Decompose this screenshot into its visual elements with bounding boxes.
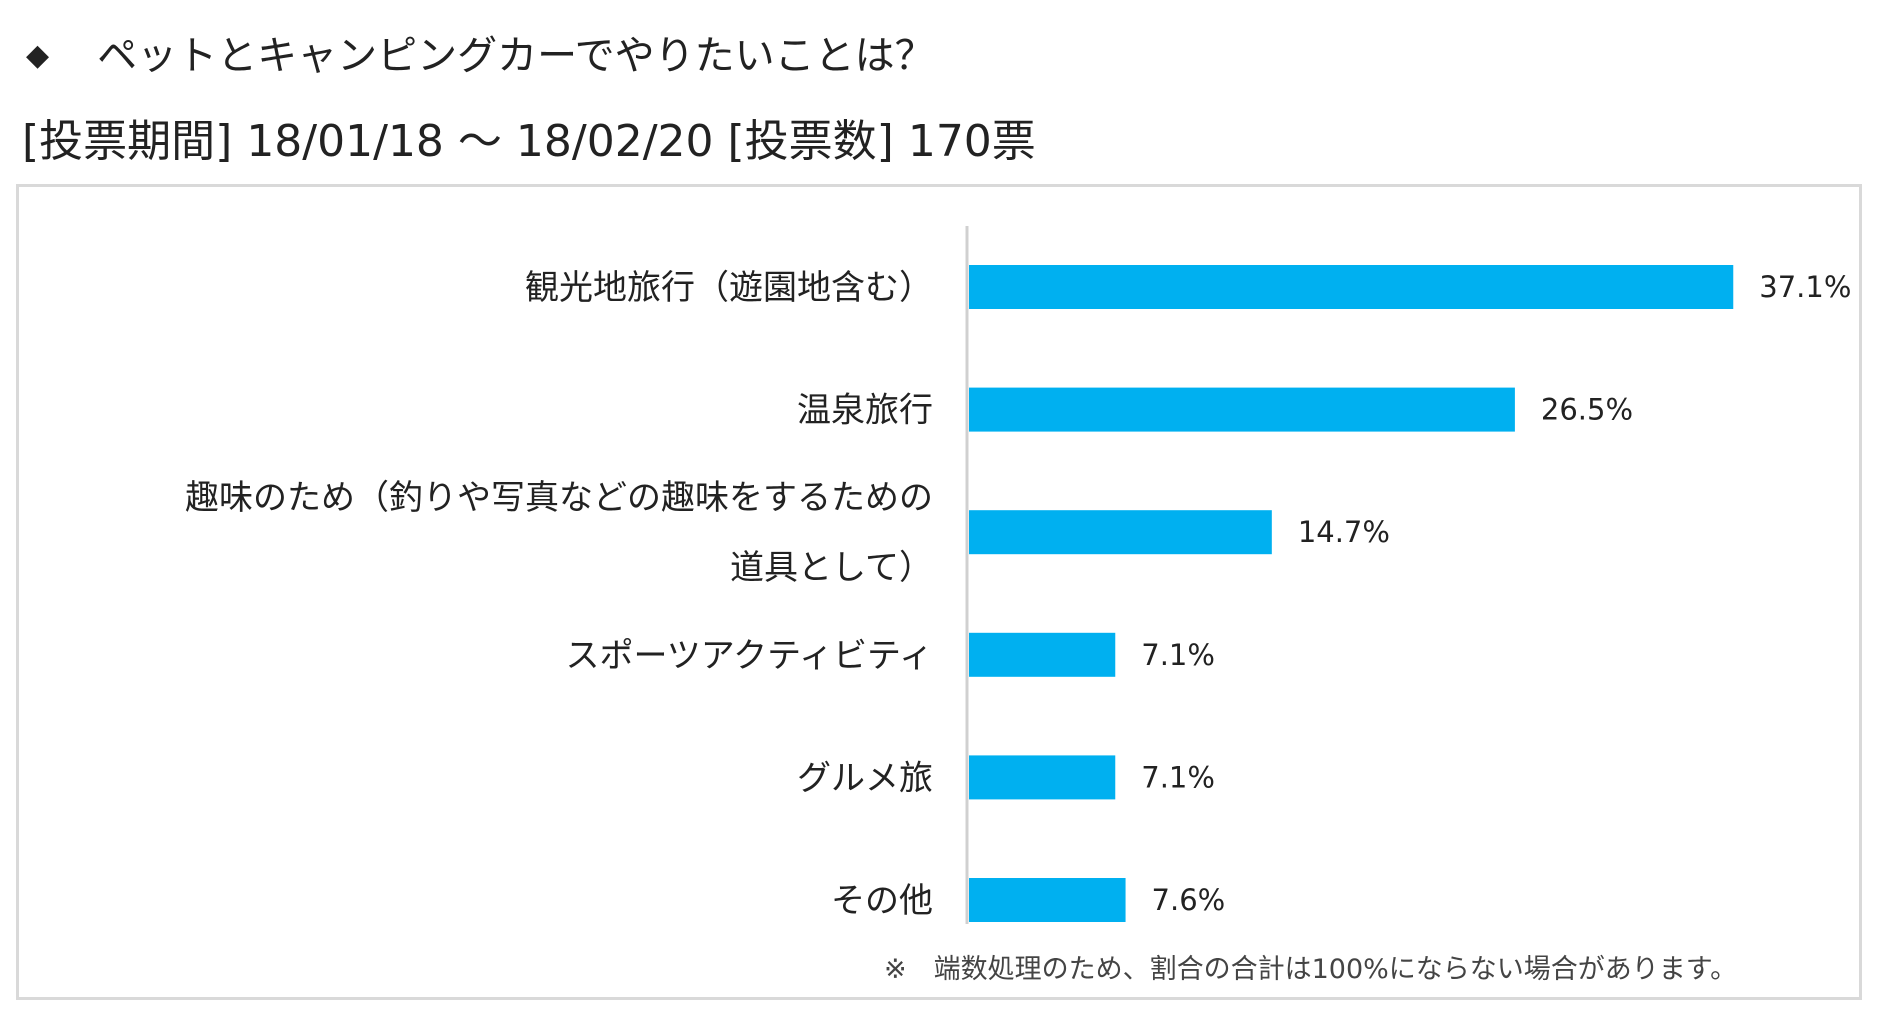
- category-label: スポーツアクティビティ: [565, 636, 933, 676]
- voting-period: [投票期間] 18/01/18 ～ 18/02/20 [投票数] 170票: [22, 116, 1036, 167]
- rounding-footnote: ※ 端数処理のため、割合の合計は100%にならない場合があります。: [884, 954, 1738, 985]
- category-label: グルメ旅: [797, 758, 933, 798]
- bar: [969, 265, 1734, 309]
- diamond-bullet-icon: ◆: [26, 38, 50, 73]
- data-label: 7.1%: [1141, 760, 1215, 794]
- chart-heading: ◆ ペットとキャンピングカーでやりたいことは？: [26, 28, 935, 84]
- bar: [969, 878, 1126, 922]
- category-label: 趣味のため（釣りや写真などの趣味をするための: [185, 478, 933, 518]
- category-label: 温泉旅行: [797, 391, 933, 431]
- chart-frame: [16, 184, 1862, 1000]
- data-label: 7.1%: [1141, 638, 1215, 672]
- category-label: その他: [831, 881, 933, 921]
- chart-title: ペットとキャンピングカーでやりたいことは？: [97, 33, 935, 79]
- bar: [969, 632, 1116, 677]
- data-label: 26.5%: [1541, 393, 1633, 427]
- data-label: 14.7%: [1298, 515, 1390, 549]
- data-label: 7.6%: [1152, 883, 1226, 917]
- data-label: 37.1%: [1759, 270, 1851, 304]
- bar: [969, 387, 1515, 432]
- bar: [969, 510, 1272, 555]
- category-label: 道具として）: [730, 548, 933, 588]
- category-label: 観光地旅行（遊園地含む）: [525, 268, 933, 308]
- bar: [969, 755, 1116, 800]
